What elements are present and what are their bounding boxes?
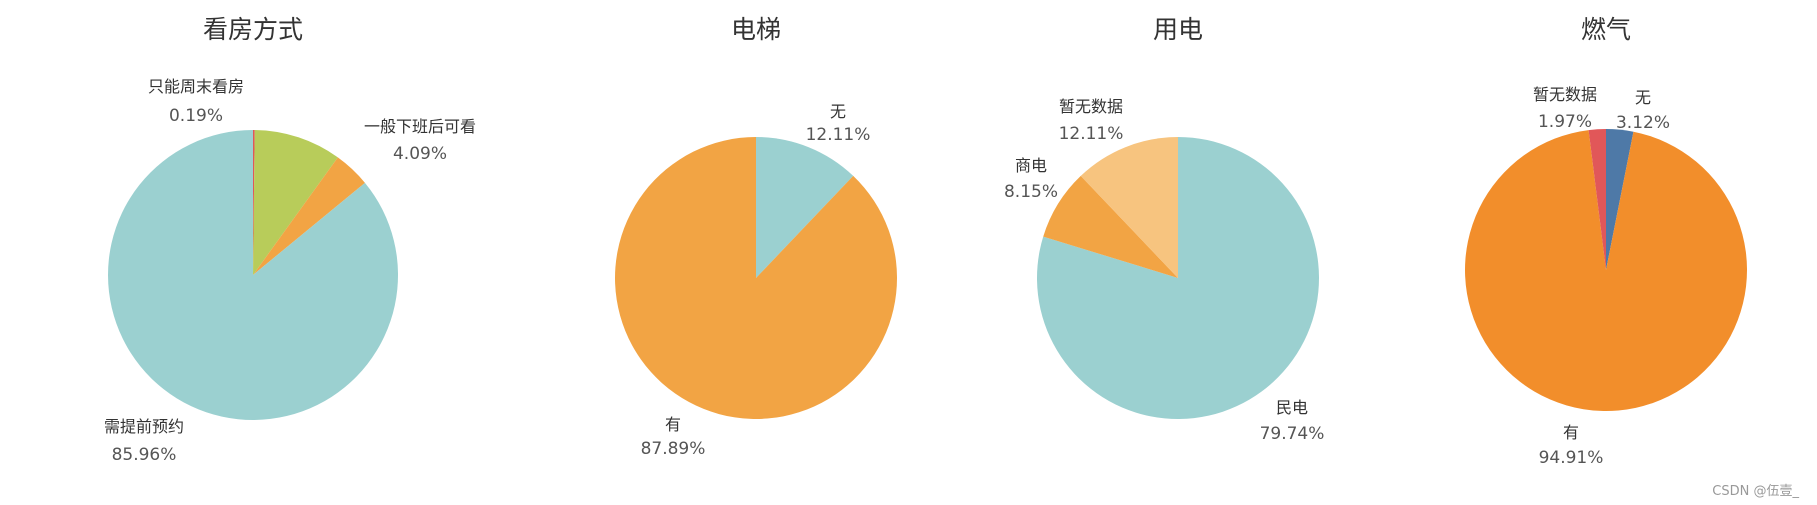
- pie-slice-1: [1465, 130, 1748, 412]
- pie-slice-unlabeled-1: [253, 130, 338, 275]
- slice-percent-label: 94.91%: [1539, 448, 1604, 468]
- slice-label: 有: [665, 415, 681, 434]
- slice-percent-label: 87.89%: [641, 439, 706, 459]
- slice-label: 有: [1563, 423, 1579, 442]
- slice-percent-label: 3.12%: [1616, 113, 1670, 133]
- slice-label: 商电: [1015, 156, 1047, 175]
- pie-slice-3: [108, 130, 399, 420]
- chart-title: 看房方式: [203, 15, 303, 44]
- pie-slice-1: [615, 137, 898, 419]
- chart-title: 用电: [1153, 15, 1203, 44]
- pie-slice-0: [253, 130, 255, 275]
- slice-percent-label: 79.74%: [1260, 424, 1325, 444]
- slice-label: 无: [1635, 88, 1651, 107]
- slice-label: 暂无数据: [1533, 85, 1597, 104]
- slice-label: 无: [830, 102, 846, 121]
- pie-chart-4: 燃气无 3.12% 有 94.91% 暂无数据 1.97%: [1465, 15, 1748, 468]
- slice-label: 只能周末看房: [148, 77, 244, 96]
- chart-title: 燃气: [1581, 15, 1631, 44]
- pie-slice-1: [1043, 175, 1178, 278]
- chart-title: 电梯: [731, 15, 781, 44]
- slice-percent-label: 12.11%: [1059, 124, 1124, 144]
- slice-percent-label: 8.15%: [1004, 182, 1058, 202]
- slice-label: 暂无数据: [1059, 97, 1123, 116]
- slice-label: 民电: [1276, 398, 1308, 417]
- pie-slice-2: [1080, 137, 1178, 278]
- pie-slice-2: [1588, 129, 1606, 270]
- pie-slice-0: [1037, 137, 1320, 419]
- slice-percent-label: 0.19%: [169, 106, 223, 126]
- pie-slice-2: [253, 157, 365, 275]
- slice-percent-label: 1.97%: [1538, 112, 1592, 132]
- slice-percent-label: 12.11%: [806, 125, 871, 145]
- slice-label: 一般下班后可看: [364, 117, 476, 136]
- pie-slice-0: [1606, 129, 1634, 270]
- pie-slice-0: [756, 137, 854, 278]
- watermark: CSDN @伍壹_: [1712, 484, 1799, 499]
- pie-chart-2: 电梯无 12.11% 有 87.89%: [615, 15, 898, 459]
- slice-percent-label: 85.96%: [112, 445, 177, 465]
- slice-percent-label: 4.09%: [393, 144, 447, 164]
- slice-label: 需提前预约: [104, 417, 184, 436]
